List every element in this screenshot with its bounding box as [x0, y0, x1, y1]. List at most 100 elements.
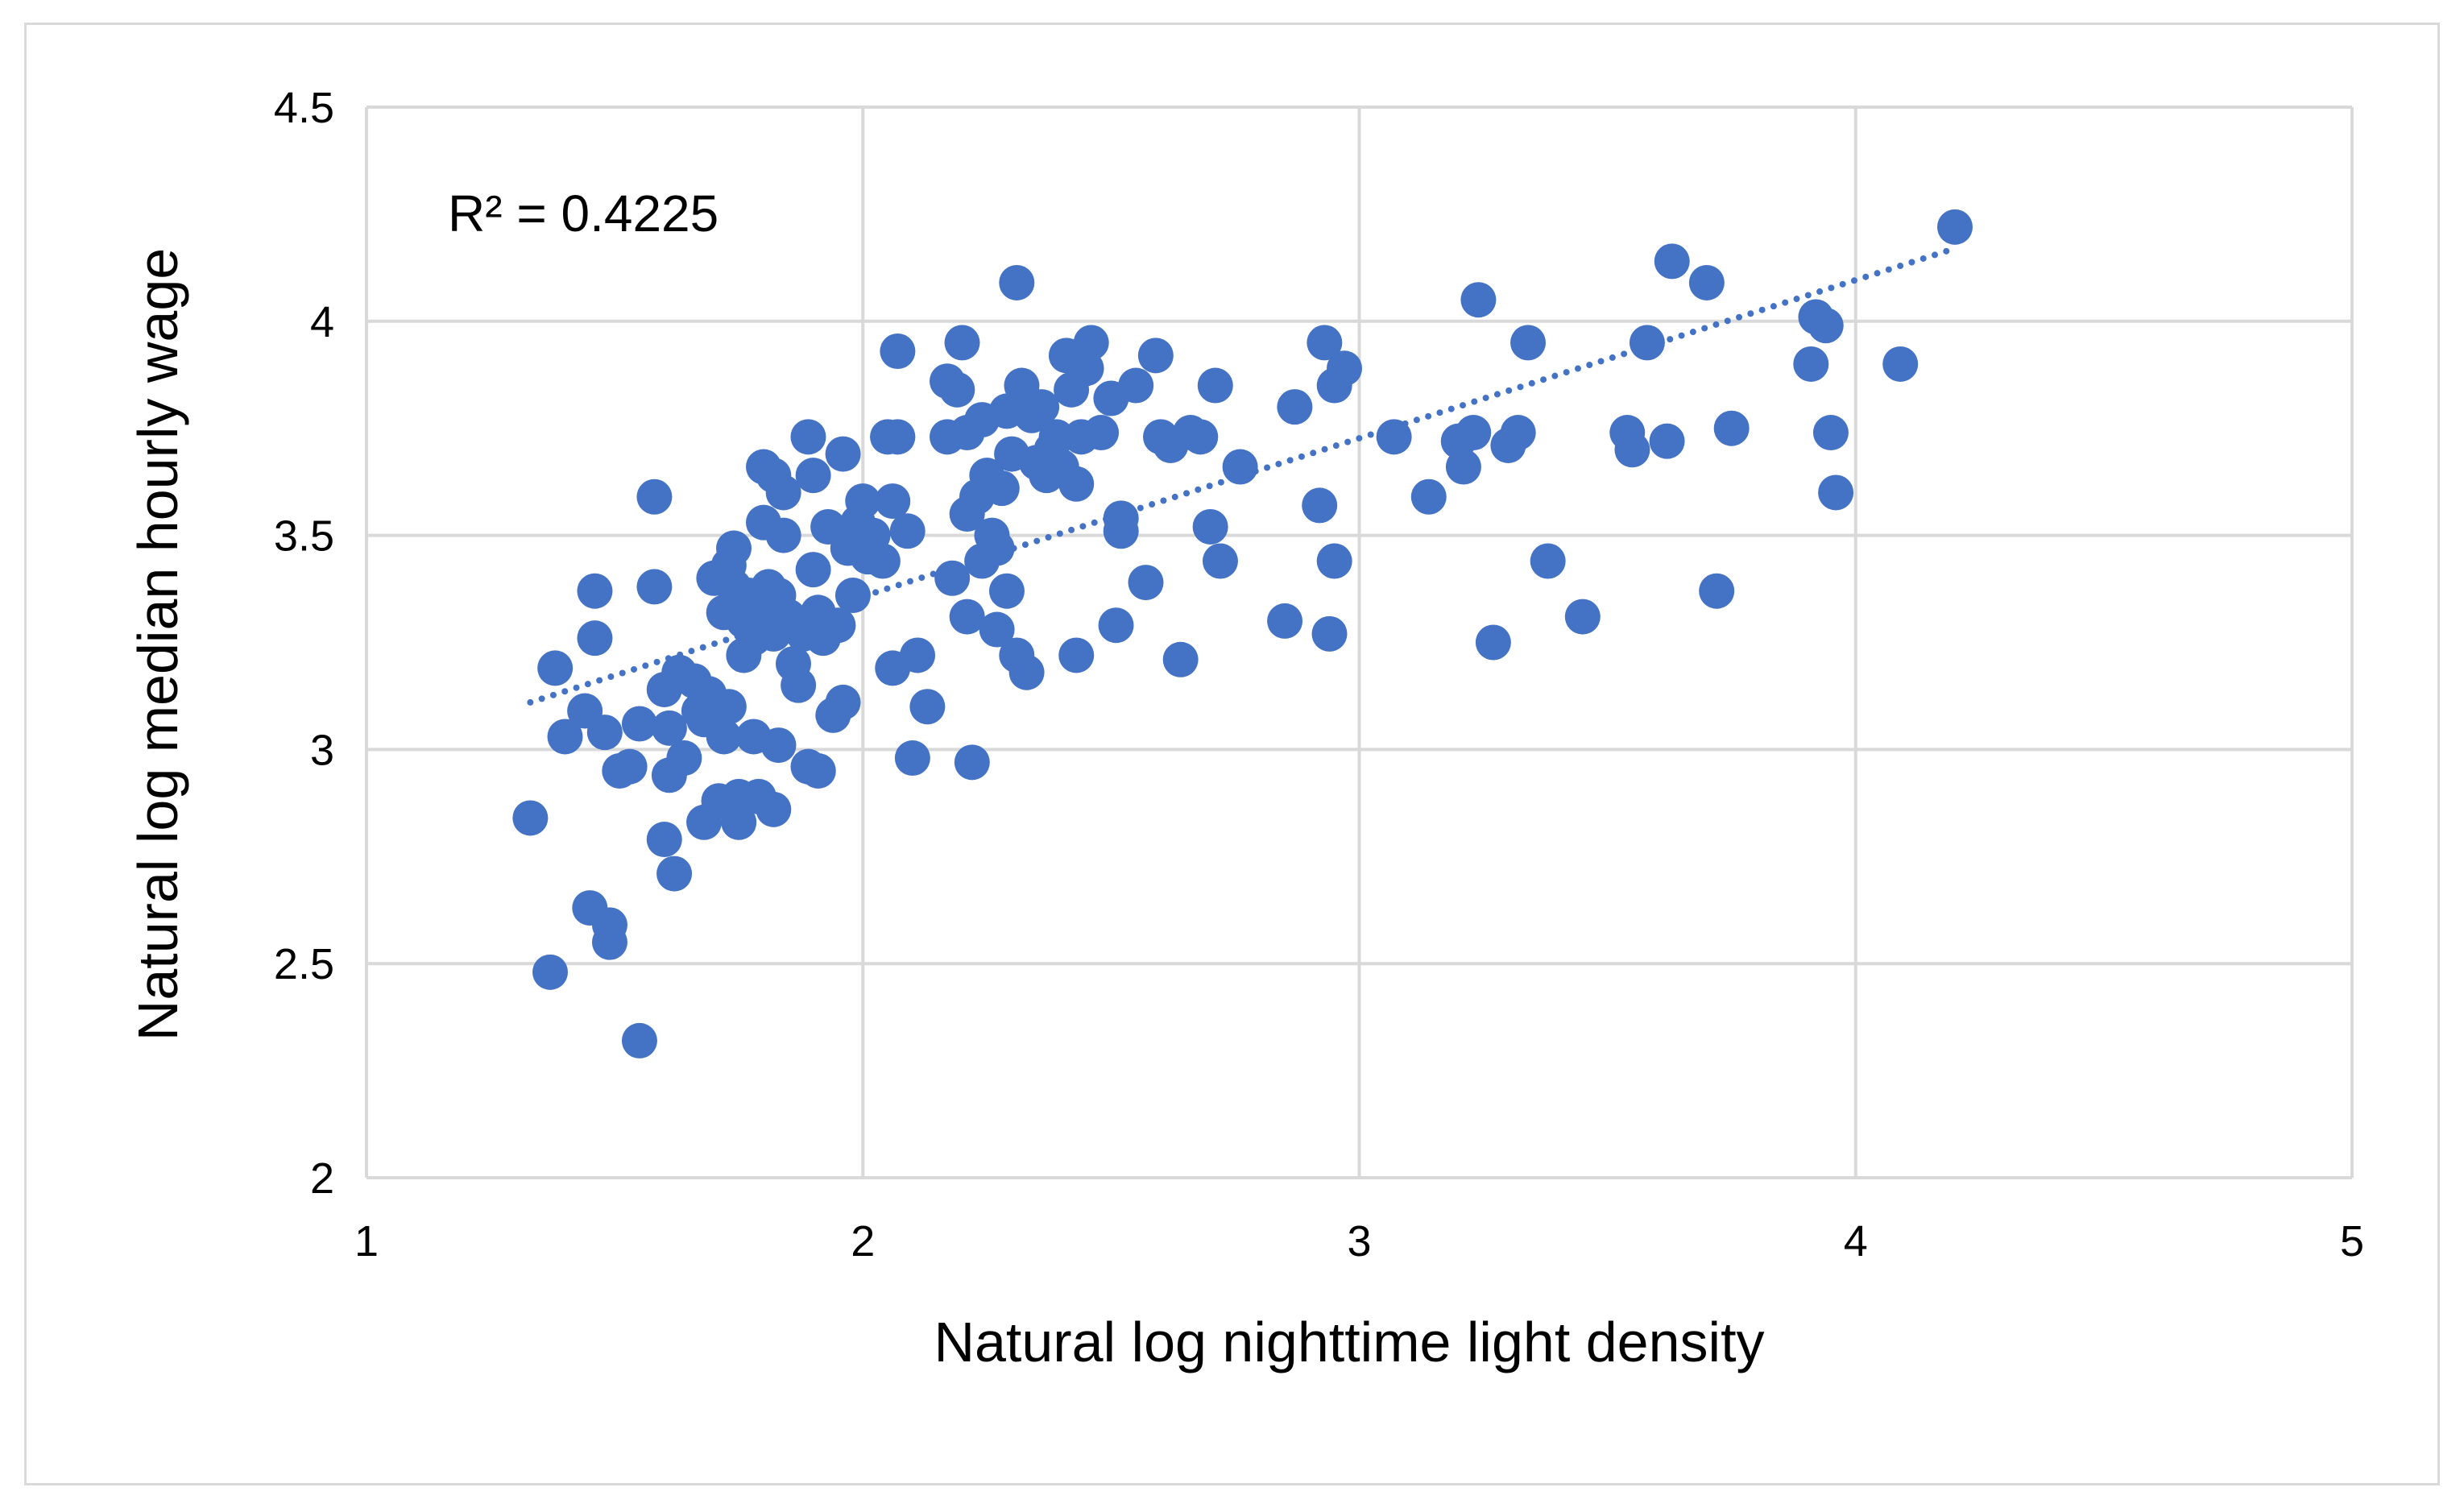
data-point	[999, 264, 1035, 300]
data-point	[1137, 338, 1174, 374]
data-point	[1038, 419, 1075, 455]
data-point	[825, 684, 861, 720]
data-point	[1302, 487, 1338, 524]
data-point	[577, 573, 613, 609]
data-point	[1510, 325, 1547, 361]
data-point	[909, 689, 946, 725]
data-point	[636, 569, 673, 605]
data-point	[845, 483, 881, 520]
data-point	[716, 530, 752, 566]
data-point	[988, 573, 1025, 609]
data-point	[621, 706, 657, 742]
data-point	[795, 552, 831, 588]
y-tick-label: 3.5	[274, 512, 334, 561]
grid-lines	[366, 106, 2354, 1178]
x-tick-label: 1	[354, 1217, 379, 1266]
data-point	[666, 740, 702, 777]
data-point	[646, 822, 682, 858]
data-point	[591, 924, 627, 960]
y-tick-label: 3	[310, 726, 334, 774]
data-point	[894, 740, 930, 777]
data-point	[1654, 243, 1690, 280]
data-point	[1500, 415, 1536, 451]
data-point	[979, 530, 1015, 566]
data-point	[1793, 346, 1829, 382]
data-point	[1649, 423, 1685, 459]
data-point	[1058, 466, 1095, 502]
data-point	[1882, 346, 1919, 382]
data-point	[1564, 599, 1601, 635]
data-point	[1128, 565, 1164, 601]
data-point	[1808, 308, 1844, 344]
y-tick-label: 2.5	[274, 940, 334, 988]
data-point	[611, 748, 648, 785]
data-point	[944, 325, 980, 361]
data-point	[1688, 264, 1725, 300]
data-point	[760, 727, 797, 764]
data-point	[621, 1022, 657, 1058]
data-point	[1699, 573, 1735, 609]
data-point	[790, 419, 826, 455]
data-point	[547, 719, 583, 755]
trendline-group	[527, 245, 1958, 706]
data-point	[756, 791, 792, 827]
data-point	[1118, 367, 1154, 404]
x-tick-label: 2	[851, 1217, 875, 1266]
data-point	[721, 804, 757, 840]
data-point	[939, 371, 975, 408]
data-point	[1098, 607, 1134, 644]
data-point	[1058, 637, 1095, 673]
data-point	[1530, 543, 1566, 579]
data-point	[1083, 415, 1120, 451]
data-point	[984, 470, 1020, 507]
data-point	[1937, 209, 1973, 245]
data-point	[864, 543, 901, 579]
data-point	[1307, 325, 1343, 361]
data-point	[1103, 513, 1139, 549]
y-tick-label: 2	[310, 1154, 334, 1203]
data-point	[1376, 419, 1412, 455]
data-point	[706, 719, 742, 755]
data-point	[1162, 641, 1199, 677]
data-point	[1222, 449, 1258, 485]
y-tick-label: 4.5	[274, 84, 334, 132]
data-point	[1475, 624, 1511, 661]
x-tick-label: 3	[1347, 1217, 1371, 1266]
data-point	[636, 478, 673, 515]
data-point	[825, 436, 861, 472]
data-point	[1202, 543, 1238, 579]
data-point	[656, 856, 693, 892]
chart-frame	[24, 23, 2440, 1485]
data-point	[1614, 432, 1650, 468]
r-squared-annotation: R² = 0.4225	[448, 184, 718, 242]
data-point	[765, 474, 801, 511]
data-points	[512, 209, 1973, 1058]
data-point	[934, 560, 971, 596]
data-point	[889, 513, 926, 549]
data-point	[1073, 325, 1109, 361]
data-point	[586, 715, 623, 751]
data-point	[710, 689, 747, 725]
data-point	[512, 800, 549, 836]
axes	[365, 107, 2352, 1179]
x-tick-label: 5	[2340, 1217, 2364, 1266]
data-point	[765, 517, 801, 553]
data-point	[1311, 615, 1348, 652]
data-point	[949, 599, 985, 635]
data-point	[880, 419, 916, 455]
data-point	[1192, 508, 1228, 545]
data-point	[1277, 389, 1313, 425]
data-point	[1008, 654, 1045, 690]
data-point	[875, 483, 911, 520]
data-point	[1713, 410, 1750, 446]
data-point	[1410, 478, 1447, 515]
data-point	[880, 334, 916, 370]
data-point	[1456, 415, 1492, 451]
x-axis-label: Natural log nighttime light density	[934, 1311, 1764, 1373]
data-point	[795, 458, 831, 494]
data-point	[979, 611, 1015, 648]
y-tick-labels: 2 2.5 3 3.5 4 4.5	[274, 84, 334, 1203]
data-point	[900, 637, 936, 673]
data-point	[1316, 543, 1352, 579]
